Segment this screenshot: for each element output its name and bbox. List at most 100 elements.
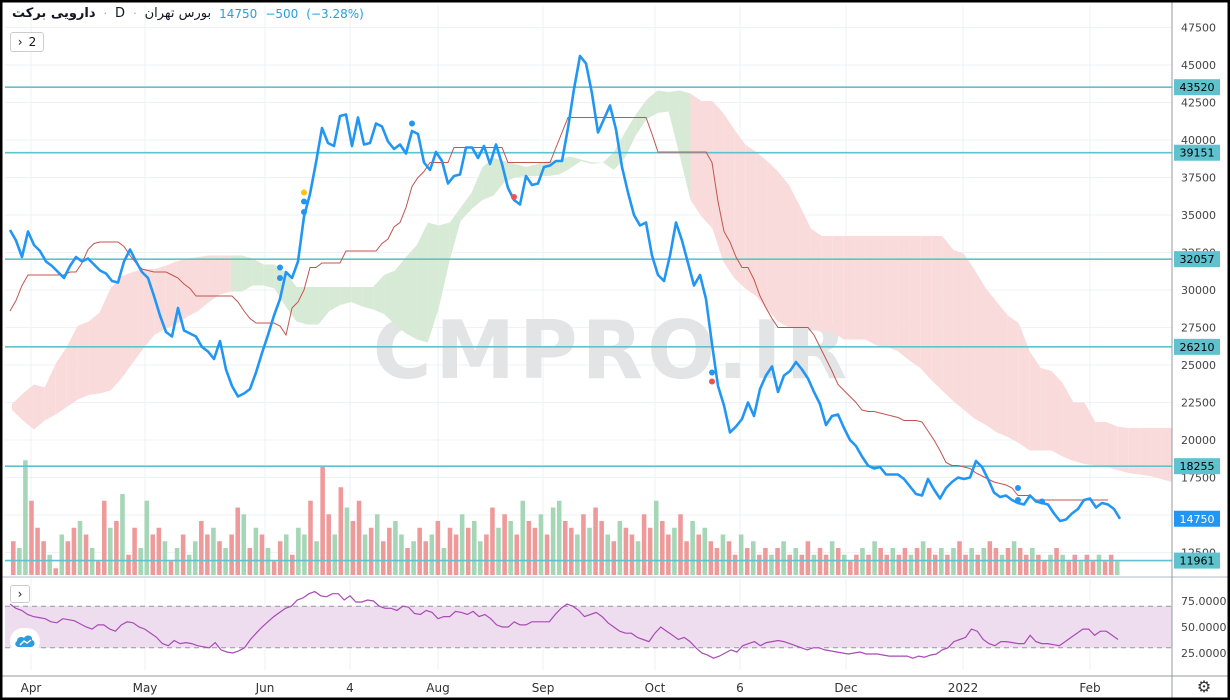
level-label-box [1174,338,1220,355]
volume-bar [126,554,131,575]
volume-bar [690,521,695,575]
ichimoku-cloud-bearish [208,255,220,302]
volume-bar [101,500,107,575]
price-tick-label: 42500 [1181,97,1216,110]
ichimoku-cloud-bearish [953,249,965,410]
ichimoku-cloud-bullish [351,287,363,307]
price-line[interactable] [8,54,1122,523]
ichimoku-cloud-bearish [121,272,133,379]
ichimoku-cloud-bearish [821,236,833,332]
volume-bar [1005,548,1011,575]
volume-bar [890,548,896,575]
volume-bar [259,534,265,575]
volume-bar [969,548,974,575]
ichimoku-cloud-bullish [646,90,658,119]
rsi-line[interactable] [9,590,1119,659]
interval-label[interactable]: D [115,6,126,21]
volume-bar [732,554,738,575]
ichimoku-cloud-bearish [690,93,702,217]
ichimoku-cloud-bearish [887,236,899,352]
ichimoku-cloud-bearish [198,255,209,311]
volume-bar [320,467,325,575]
ichimoku-cloud-bearish [745,144,757,296]
volume-bar [575,534,580,575]
volume-bar [59,534,65,575]
ichimoku-cloud-bearish [712,101,724,262]
volume-bar [23,460,28,575]
volume-bar [314,541,319,575]
volume-bar [89,548,95,575]
volume-bar [981,548,987,575]
level-label-box [1174,458,1220,475]
volume-bar [617,521,623,575]
signal-dot [301,189,307,196]
volume-bar [423,541,429,575]
volume-bar [302,534,307,575]
volume-bar [1114,561,1120,575]
volume-bar [902,548,908,575]
ichimoku-cloud-bullish [285,272,297,322]
volume-bar [514,534,520,575]
ichimoku-cloud-bearish [832,236,844,340]
time-tick-label: Apr [21,681,42,695]
volume-bar [751,541,756,575]
volume-bar [223,548,228,575]
cloud-save-button[interactable] [10,628,40,654]
volume-bar [1017,548,1023,575]
volume-bar [738,534,744,575]
volume-bar [496,527,501,575]
ichimoku-cloud-bearish [1095,422,1107,467]
rsi-tick-label: 50.0000 [1181,621,1227,634]
legend-separator: · [133,7,137,20]
level-label-box [1174,79,1220,96]
exchange-name: بورس تهران [144,6,212,21]
volume-bar [1048,554,1053,575]
volume-bar [744,548,750,575]
volume-bar [708,541,714,575]
volume-bar [356,500,362,575]
ichimoku-cloud-bearish [985,288,997,433]
ichimoku-cloud-bearish [1018,323,1030,451]
gear-icon[interactable]: ⚙ [1196,676,1212,696]
price-tick-label: 45000 [1181,59,1216,72]
indicators-toggle-button[interactable]: › 2 [10,32,44,52]
level-label: 11961 [1180,555,1215,568]
ichimoku-cloud-bearish [996,302,1008,437]
symbol-name[interactable]: دارویی برکت [12,6,96,21]
volume-bar [132,527,137,575]
last-price: 14750 [219,6,258,21]
ichimoku-cloud-bearish [876,236,888,347]
volume-bar [1090,561,1096,575]
ichimoku-cloud-bearish [1128,428,1140,475]
volume-bar [866,554,871,575]
volume-bar [957,541,962,575]
volume-bar [332,534,338,575]
price-change: −500 [265,6,299,21]
volume-bar [83,534,89,575]
volume-bar [205,534,210,575]
volume-bar [1072,554,1078,575]
volume-bar [502,514,507,575]
ichimoku-cloud-bullish [504,161,516,182]
price-tick-label: 30000 [1181,284,1216,297]
volume-bar [684,541,689,575]
volume-bar [1030,548,1035,575]
level-label: 26210 [1180,341,1215,354]
volume-bar [484,534,489,575]
time-tick-label: Sep [532,681,555,695]
ichimoku-cloud-bullish [263,264,275,289]
volume-bar [344,507,350,575]
volume-bar [896,554,902,575]
volume-bar [1108,554,1114,575]
volume-bar [441,548,447,575]
volume-bar [702,527,708,575]
ichimoku-cloud-bearish [898,236,910,361]
rsi-pane-toggle-button[interactable]: › [10,585,30,603]
volume-bar [526,521,532,575]
volume-bar [975,554,980,575]
volume-bar [65,541,71,575]
volume-bar [478,541,483,575]
volume-bar [714,548,720,575]
